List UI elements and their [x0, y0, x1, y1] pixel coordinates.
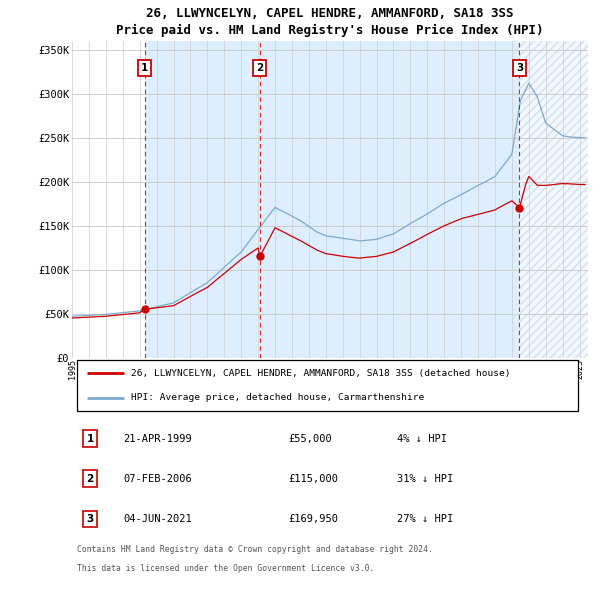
Text: 27% ↓ HPI: 27% ↓ HPI [397, 514, 454, 524]
Text: 4% ↓ HPI: 4% ↓ HPI [397, 434, 447, 444]
Text: 2: 2 [86, 474, 94, 484]
Text: This data is licensed under the Open Government Licence v3.0.: This data is licensed under the Open Gov… [77, 565, 374, 573]
Bar [520, 41, 588, 358]
Text: £169,950: £169,950 [289, 514, 339, 524]
Text: 2: 2 [256, 63, 263, 73]
Text: 1: 1 [141, 63, 148, 73]
Text: Contains HM Land Registry data © Crown copyright and database right 2024.: Contains HM Land Registry data © Crown c… [77, 545, 433, 553]
Text: 3: 3 [516, 63, 523, 73]
Text: 04-JUN-2021: 04-JUN-2021 [124, 514, 193, 524]
Text: 1: 1 [86, 434, 94, 444]
Text: 07-FEB-2006: 07-FEB-2006 [124, 474, 193, 484]
Text: 31% ↓ HPI: 31% ↓ HPI [397, 474, 454, 484]
FancyBboxPatch shape [77, 360, 578, 411]
Text: £55,000: £55,000 [289, 434, 332, 444]
Text: 26, LLWYNCELYN, CAPEL HENDRE, AMMANFORD, SA18 3SS (detached house): 26, LLWYNCELYN, CAPEL HENDRE, AMMANFORD,… [131, 369, 511, 378]
Title: 26, LLWYNCELYN, CAPEL HENDRE, AMMANFORD, SA18 3SS
Price paid vs. HM Land Registr: 26, LLWYNCELYN, CAPEL HENDRE, AMMANFORD,… [116, 7, 544, 37]
Bar [145, 41, 260, 358]
Text: HPI: Average price, detached house, Carmarthenshire: HPI: Average price, detached house, Carm… [131, 394, 425, 402]
Text: 3: 3 [86, 514, 94, 524]
Text: 21-APR-1999: 21-APR-1999 [124, 434, 193, 444]
Text: £115,000: £115,000 [289, 474, 339, 484]
Bar [260, 41, 520, 358]
